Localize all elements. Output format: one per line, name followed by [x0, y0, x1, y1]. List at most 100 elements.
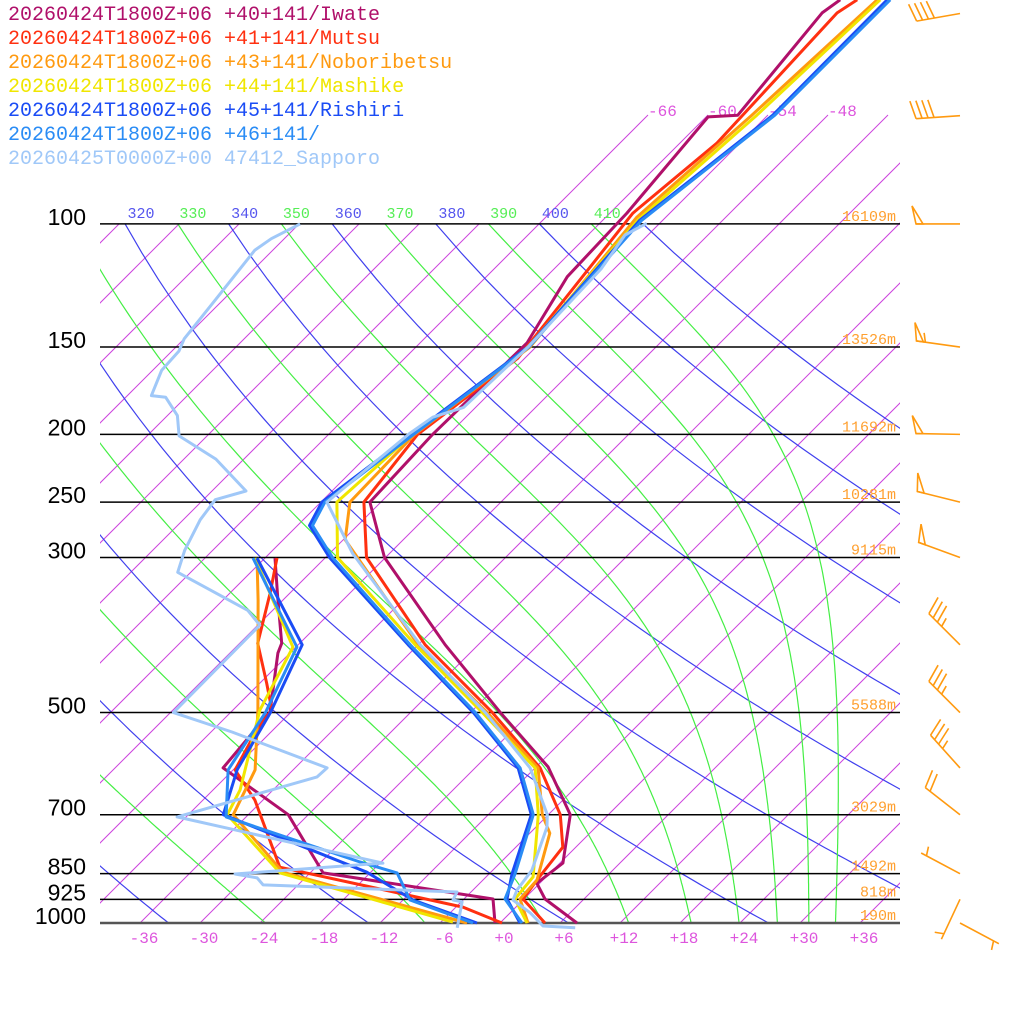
isotherm-line: [100, 224, 240, 364]
theta-label: 410: [594, 206, 621, 223]
legend-entry: 20260424T1800Z+06 +40+141/Iwate: [8, 4, 381, 27]
legend-entry: 20260424T1800Z+06 +41+141/Mutsu: [8, 28, 381, 51]
theta-label: 360: [335, 206, 362, 223]
dry-adiabat-line: [227, 224, 900, 790]
theta-label: 350: [283, 206, 310, 223]
x-tick-label: +0: [494, 930, 513, 948]
series-6: [149, 221, 648, 930]
legend-entry: 20260424T1800Z+06 +46+141/: [8, 124, 321, 147]
isotherm-line: [259, 282, 900, 923]
isotherm-line: [100, 114, 889, 904]
dry-adiabat-line: [331, 224, 900, 695]
theta-label: 390: [490, 206, 517, 223]
height-label: 10281m: [842, 487, 896, 504]
height-label: 3029m: [851, 800, 896, 817]
wind-barb: [911, 205, 960, 225]
legend-entry: 20260424T1800Z+06 +44+141/Mashike: [8, 76, 405, 99]
dry-adiabat-line: [435, 224, 900, 604]
wind-barb: [914, 322, 961, 348]
isotherm-label: -48: [828, 103, 857, 121]
height-label: 13526m: [842, 332, 896, 349]
x-tick-label: -24: [250, 930, 279, 948]
wind-barb: [929, 719, 961, 769]
x-tick-label: +6: [554, 930, 573, 948]
x-tick-label: +12: [610, 930, 639, 948]
isotherm-line: [799, 822, 900, 923]
x-tick-label: -12: [370, 930, 399, 948]
isotherm-line: [499, 522, 900, 923]
legend-entry: 20260424T1800Z+06 +43+141/Noboribetsu: [8, 52, 453, 75]
isotherm-line: [100, 114, 829, 844]
isotherm-line: [319, 342, 900, 923]
temperature-line: [368, 0, 842, 925]
dewpoint-line: [149, 222, 464, 929]
pressure-label: 200: [48, 414, 86, 440]
isotherm-line: [100, 114, 709, 724]
sounding-profiles: [149, 0, 892, 930]
pressure-label: 925: [48, 879, 86, 905]
wind-barb: [909, 99, 961, 120]
theta-label: 320: [128, 206, 155, 223]
theta-label: 370: [387, 206, 414, 223]
dewpoint-line: [225, 557, 454, 924]
pressure-label: 500: [48, 693, 86, 719]
wind-barb: [916, 472, 961, 503]
x-tick-label: -18: [310, 930, 339, 948]
isotherm-line: [679, 702, 900, 923]
height-label: 5588m: [851, 698, 896, 715]
pressure-label: 300: [48, 537, 86, 563]
isotherm-line: [619, 642, 900, 923]
x-tick-label: -6: [434, 930, 453, 948]
isotherm-line: [379, 402, 900, 923]
x-tick-label: +24: [730, 930, 759, 948]
dry-adiabat-line: [538, 224, 900, 515]
legend-entry: 20260425T0000Z+00 47412_Sapporo: [8, 148, 381, 171]
legend-entry: 20260424T1800Z+06 +45+141/Rishiri: [8, 100, 405, 123]
theta-label: 330: [179, 206, 206, 223]
wind-barb: [920, 846, 961, 875]
isotherm-label: -60: [708, 103, 737, 121]
temperature-line: [325, 221, 648, 930]
wind-barb: [924, 770, 961, 816]
pressure-label: 1000: [35, 903, 86, 929]
x-tick-label: +36: [850, 930, 879, 948]
wind-barbs: [907, 0, 1000, 951]
wind-barb: [911, 415, 961, 436]
theta-label: 340: [231, 206, 258, 223]
isotherm-line: [100, 224, 180, 304]
pressure-label: 700: [48, 795, 86, 821]
x-tick-label: +18: [670, 930, 699, 948]
dewpoint-line: [221, 557, 478, 925]
wind-barb: [959, 922, 1000, 951]
height-label: 1492m: [851, 859, 896, 876]
isotherm-line: [559, 582, 900, 923]
pressure-lines: [100, 223, 900, 925]
x-tick-label: +30: [790, 930, 819, 948]
isotherms: [100, 114, 900, 923]
isotherm-line: [739, 762, 900, 923]
wind-barb: [907, 0, 961, 22]
pressure-label: 100: [48, 204, 86, 230]
x-tick-label: -36: [130, 930, 159, 948]
isotherm-label: -66: [648, 103, 677, 121]
isotherm-line: [100, 224, 360, 484]
wind-barb: [928, 664, 961, 714]
height-label: 818m: [860, 884, 896, 901]
pressure-label: 850: [48, 854, 86, 880]
dewpoint-line: [231, 557, 468, 925]
pressure-label: 150: [48, 327, 86, 353]
isotherm-line: [100, 224, 420, 544]
temperature-line: [362, 0, 859, 925]
wind-barb: [928, 597, 961, 646]
wind-barb: [934, 898, 961, 940]
isotherm-line: [100, 114, 769, 784]
pressure-label: 250: [48, 482, 86, 508]
isotherm-line: [199, 222, 900, 923]
height-label: 11692m: [842, 419, 896, 436]
wind-barb: [917, 523, 961, 559]
height-label: 190m: [860, 908, 896, 925]
isotherm-line: [100, 224, 480, 604]
height-label: 16109m: [842, 209, 896, 226]
